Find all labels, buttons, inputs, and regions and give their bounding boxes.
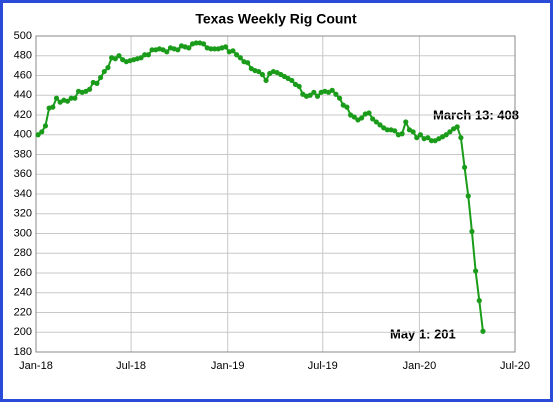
point (42, 123, 49, 129)
point (461, 164, 468, 170)
point (359, 115, 365, 121)
y-tick-label: 300 (14, 227, 32, 239)
point (414, 135, 420, 141)
point (425, 135, 431, 141)
point (329, 87, 335, 93)
point (142, 52, 148, 58)
point (417, 132, 424, 138)
y-tick-label: 420 (14, 109, 32, 121)
point (237, 55, 243, 61)
y-tick-label: 260 (14, 267, 32, 279)
point (94, 80, 100, 86)
x-tick-label: Jan-19 (211, 360, 245, 372)
x-tick-label: Jul-20 (500, 360, 530, 372)
point (344, 104, 350, 110)
y-tick-label: 380 (14, 148, 32, 160)
point (263, 77, 269, 84)
point (138, 55, 144, 61)
point (373, 119, 379, 125)
point (256, 68, 262, 75)
point (377, 122, 383, 128)
point (336, 95, 343, 101)
x-tick-label: Jul-18 (116, 360, 146, 372)
y-tick-label: 500 (14, 30, 32, 42)
point (86, 86, 93, 92)
point (480, 328, 486, 334)
y-tick-label: 440 (14, 89, 32, 101)
point (399, 131, 405, 137)
y-tick-label: 240 (14, 287, 32, 299)
point (296, 83, 302, 89)
point (101, 68, 107, 75)
point (98, 74, 104, 81)
plot-border (35, 35, 516, 353)
point (443, 132, 449, 138)
point (175, 47, 181, 53)
point (333, 91, 339, 97)
point (223, 44, 229, 50)
point (145, 52, 151, 58)
point (476, 298, 482, 304)
point (403, 119, 409, 125)
point (230, 48, 236, 54)
annotation: May 1: 201 (390, 326, 456, 341)
point (186, 45, 192, 51)
point (473, 268, 479, 274)
point (149, 47, 155, 53)
point (307, 92, 313, 98)
x-tick-label: Jan-18 (19, 360, 53, 372)
y-tick-label: 340 (14, 188, 32, 200)
point (366, 110, 372, 116)
point (259, 71, 265, 78)
point (234, 52, 240, 58)
point (351, 114, 357, 120)
point (245, 60, 251, 66)
point (50, 104, 56, 110)
point (469, 228, 475, 235)
y-tick-label: 180 (14, 346, 32, 358)
point (311, 89, 317, 95)
point (35, 132, 41, 138)
y-tick-label: 400 (14, 129, 32, 141)
point (68, 95, 74, 101)
y-tick-label: 460 (14, 69, 32, 81)
point (39, 129, 45, 135)
y-tick-label: 200 (14, 326, 32, 338)
point (72, 95, 78, 101)
chart-title: Texas Weekly Rig Count (195, 11, 357, 27)
point (392, 128, 398, 134)
point (116, 53, 122, 59)
point (64, 98, 71, 104)
y-tick-label: 220 (14, 306, 32, 318)
point (211, 46, 218, 52)
x-tick-label: Jan-20 (403, 360, 437, 372)
point (200, 41, 207, 47)
point (454, 124, 460, 130)
point (53, 95, 60, 101)
point (465, 193, 471, 199)
y-tick-label: 480 (14, 50, 32, 62)
point (208, 46, 214, 52)
point (314, 93, 321, 99)
x-tick-label: Jul-19 (308, 360, 338, 372)
y-tick-label: 360 (14, 168, 32, 180)
point (105, 65, 111, 71)
point (112, 56, 118, 62)
point (193, 40, 199, 46)
point (289, 77, 295, 84)
point (370, 116, 376, 122)
point (410, 129, 416, 135)
point (458, 135, 464, 141)
point (447, 129, 453, 135)
y-tick-label: 280 (14, 247, 32, 259)
point (164, 49, 170, 55)
point (384, 127, 390, 133)
y-tick-label: 320 (14, 208, 32, 220)
point (428, 138, 435, 144)
